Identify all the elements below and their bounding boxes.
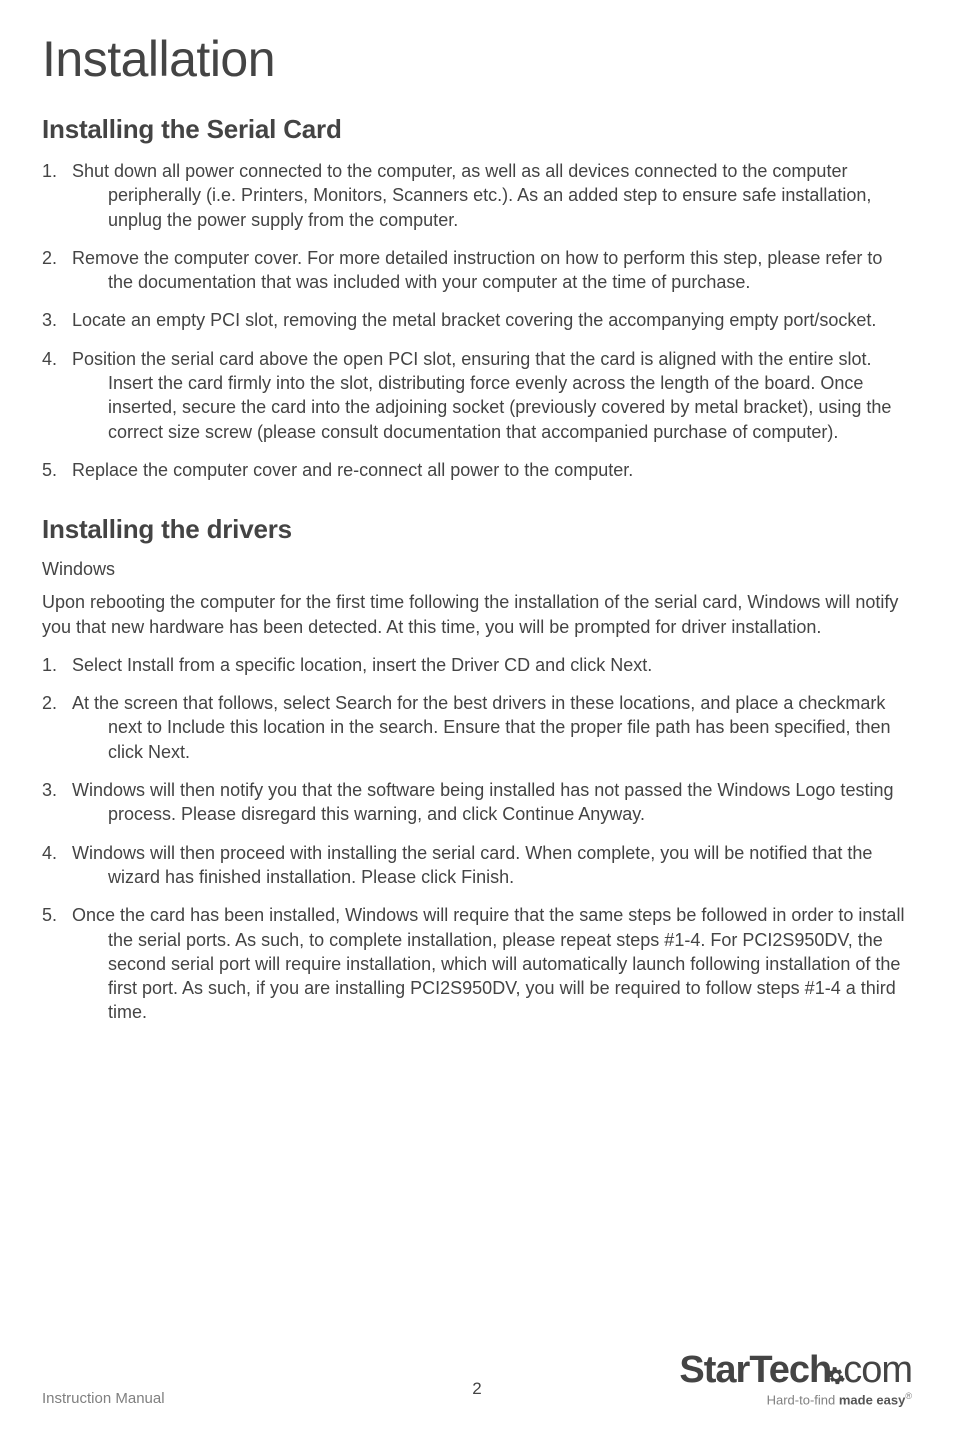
ordered-list: Shut down all power connected to the com…	[42, 159, 912, 482]
section-heading: Installing the Serial Card	[42, 114, 912, 145]
subheading-windows: Windows	[42, 559, 912, 580]
gear-icon	[827, 1367, 845, 1385]
startech-logo: StarTechcom	[679, 1351, 912, 1389]
list-item: Remove the computer cover. For more deta…	[42, 246, 912, 295]
logo-tagline: Hard-to-find made easy®	[679, 1391, 912, 1407]
registered-mark: ®	[905, 1391, 912, 1401]
intro-paragraph: Upon rebooting the computer for the firs…	[42, 590, 912, 639]
list-item: Replace the computer cover and re-connec…	[42, 458, 912, 482]
ordered-list: Select Install from a specific location,…	[42, 653, 912, 1025]
list-item: Locate an empty PCI slot, removing the m…	[42, 308, 912, 332]
list-item: At the screen that follows, select Searc…	[42, 691, 912, 764]
section-drivers: Installing the drivers Windows Upon rebo…	[42, 514, 912, 1024]
footer-page-number: 2	[472, 1379, 481, 1399]
list-item: Select Install from a specific location,…	[42, 653, 912, 677]
logo-text: StarTechcom	[679, 1349, 912, 1391]
section-heading: Installing the drivers	[42, 514, 912, 545]
list-item: Windows will then notify you that the so…	[42, 778, 912, 827]
list-item: Position the serial card above the open …	[42, 347, 912, 444]
tagline-prefix: Hard-to-find	[767, 1392, 839, 1407]
tagline-bold: made easy	[839, 1392, 906, 1407]
logo-star: Star	[679, 1349, 749, 1391]
section-serial-card: Installing the Serial Card Shut down all…	[42, 114, 912, 482]
footer-logo-block: StarTechcom Hard-to-find made easy®	[679, 1351, 912, 1407]
footer-doc-label: Instruction Manual	[42, 1390, 165, 1407]
logo-com: com	[843, 1349, 912, 1391]
list-item: Windows will then proceed with installin…	[42, 841, 912, 890]
footer: Instruction Manual 2 StarTechcom Hard-to…	[42, 1351, 912, 1407]
list-item: Shut down all power connected to the com…	[42, 159, 912, 232]
logo-tech: Tech	[749, 1349, 831, 1391]
page-title: Installation	[42, 30, 912, 88]
list-item: Once the card has been installed, Window…	[42, 903, 912, 1024]
